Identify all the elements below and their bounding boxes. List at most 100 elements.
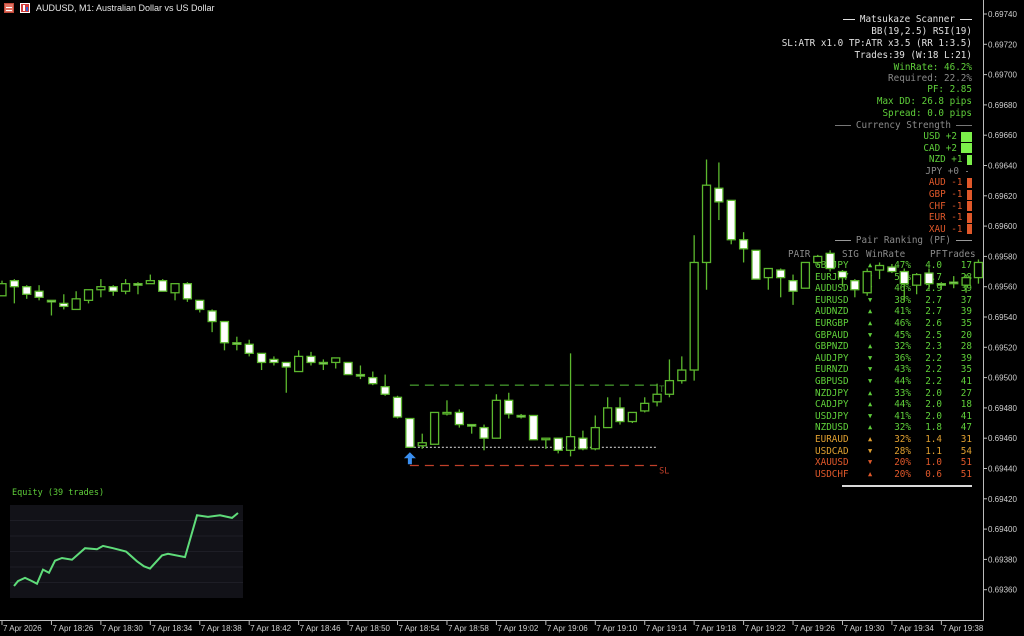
price-tick-label: 0.69540 bbox=[988, 313, 1017, 322]
pair-row[interactable]: GBPAUD ▼ 45% 2.5 20 bbox=[0, 330, 1024, 341]
bear-candle-body bbox=[244, 343, 254, 355]
bull-candle-body bbox=[331, 357, 341, 364]
pair-row[interactable]: USDCAD ▼ 28% 1.1 54 bbox=[0, 446, 1024, 457]
bull-candle-body bbox=[973, 261, 984, 279]
bull-candle-body bbox=[652, 393, 662, 403]
time-tick-label: 7 Apr 19:38 bbox=[942, 624, 983, 633]
pair-pf: 1.4 bbox=[925, 434, 942, 445]
time-tick-label: 7 Apr 18:46 bbox=[300, 624, 341, 633]
candle bbox=[331, 357, 341, 369]
candle bbox=[244, 339, 254, 357]
bear-candle-body bbox=[454, 411, 464, 426]
required-stat: Required: 22.2% bbox=[888, 73, 972, 84]
pair-row[interactable]: USDJPY ▼ 41% 2.0 41 bbox=[0, 411, 1024, 422]
bull-candle-body bbox=[664, 379, 675, 395]
pair-trades: 54 bbox=[960, 445, 972, 457]
candle bbox=[454, 409, 464, 428]
pair-row[interactable]: GBPNZD ▲ 32% 2.3 28 bbox=[0, 341, 1024, 352]
strength-bar bbox=[966, 170, 968, 172]
currency-strength-item: CHF -1 bbox=[929, 201, 972, 212]
pair-winrate: 38% bbox=[894, 294, 911, 306]
candle bbox=[232, 336, 242, 351]
scanner-title-row: Matsukaze Scanner bbox=[842, 14, 972, 25]
pair-ranking-header: Pair Ranking (PF) bbox=[834, 235, 972, 246]
chart-window-icon[interactable] bbox=[20, 3, 30, 13]
candle bbox=[306, 351, 316, 366]
table-header: PAIR SIG WinRate PF Trades bbox=[0, 249, 1024, 260]
price-tick-label: 0.69500 bbox=[988, 374, 1017, 383]
candle bbox=[640, 397, 650, 413]
pair-pf: 2.2 bbox=[925, 364, 942, 376]
pair-pf: 0.6 bbox=[925, 468, 942, 480]
bull-candle-body bbox=[541, 437, 551, 441]
signal-icon: ▲ bbox=[868, 261, 873, 269]
pair-winrate: 32% bbox=[894, 422, 911, 434]
pair-row[interactable]: EURGBP ▲ 46% 2.6 35 bbox=[0, 318, 1024, 329]
pair-row[interactable]: CADJPY ▲ 44% 2.0 18 bbox=[0, 399, 1024, 410]
candle bbox=[256, 352, 267, 371]
candle bbox=[726, 199, 736, 245]
price-tick-label: 0.69660 bbox=[988, 131, 1017, 140]
bear-candle-body bbox=[504, 399, 514, 415]
candle bbox=[677, 356, 687, 384]
pair-row[interactable]: AUDJPY ▼ 36% 2.2 39 bbox=[0, 353, 1024, 364]
time-tick-label: 7 Apr 18:50 bbox=[349, 624, 390, 633]
pair-row[interactable]: EURUSD ▼ 38% 2.7 37 bbox=[0, 295, 1024, 306]
bear-candle-body bbox=[108, 286, 118, 292]
signal-icon: ▲ bbox=[868, 307, 873, 316]
bull-candle-body bbox=[145, 279, 155, 285]
pair-pf: 2.0 bbox=[925, 387, 942, 399]
time-tick-label: 7 Apr 19:26 bbox=[794, 624, 835, 633]
currency-strength-item: EUR -1 bbox=[929, 212, 972, 223]
bear-candle-body bbox=[949, 281, 959, 285]
currency-strength-item: GBP -1 bbox=[929, 189, 972, 200]
bull-candle-body bbox=[96, 286, 106, 291]
candle bbox=[355, 365, 366, 380]
buy-signal-arrow-icon bbox=[403, 452, 416, 465]
pair-pf: 4.0 bbox=[925, 260, 942, 271]
pair-trades: 37 bbox=[960, 294, 972, 306]
pair-name: NZDJPY bbox=[815, 387, 849, 399]
pair-trades: 28 bbox=[960, 341, 972, 353]
price-tick-label: 0.69380 bbox=[988, 555, 1017, 564]
time-tick-label: 7 Apr 19:06 bbox=[547, 624, 588, 633]
signal-icon: ▼ bbox=[868, 365, 873, 374]
pair-pf: 2.0 bbox=[925, 410, 942, 422]
candle bbox=[195, 299, 205, 313]
candle bbox=[825, 250, 835, 272]
pair-pf: 2.7 bbox=[925, 294, 942, 306]
candle bbox=[528, 414, 539, 441]
pair-winrate: 45% bbox=[894, 329, 911, 341]
pair-row[interactable]: XAUUSD ▼ 20% 1.0 51 bbox=[0, 457, 1024, 468]
candle bbox=[850, 279, 860, 298]
bear-candle-body bbox=[837, 270, 848, 279]
candle bbox=[429, 411, 440, 445]
pair-row[interactable]: USDCHF ▲ 20% 0.6 51 bbox=[0, 469, 1024, 480]
bear-candle-body bbox=[9, 279, 20, 288]
signal-icon: ▲ bbox=[868, 423, 873, 432]
bear-candle-body bbox=[133, 283, 143, 286]
pair-row[interactable]: NZDJPY ▲ 33% 2.0 27 bbox=[0, 388, 1024, 399]
candle bbox=[862, 268, 872, 296]
pair-name: USDCHF bbox=[815, 468, 849, 480]
pair-row[interactable]: EURNZD ▼ 43% 2.2 35 bbox=[0, 364, 1024, 375]
candle bbox=[96, 279, 106, 298]
candle bbox=[887, 263, 897, 274]
candle bbox=[565, 353, 576, 457]
candle bbox=[602, 397, 613, 429]
bear-candle-body bbox=[232, 342, 242, 345]
bull-candle-body bbox=[120, 283, 131, 292]
market-watch-icon[interactable] bbox=[4, 3, 14, 13]
pair-row[interactable]: EURAUD ▲ 32% 1.4 31 bbox=[0, 434, 1024, 445]
pair-row[interactable]: NZDUSD ▲ 32% 1.8 47 bbox=[0, 422, 1024, 433]
bear-candle-body bbox=[269, 358, 279, 364]
pair-trades: 41 bbox=[960, 410, 972, 422]
pair-row[interactable]: AUDNZD ▲ 41% 2.7 39 bbox=[0, 306, 1024, 317]
pair-row[interactable]: GBPUSD ▼ 44% 2.2 41 bbox=[0, 376, 1024, 387]
candle bbox=[949, 276, 959, 289]
time-tick-label: 7 Apr 18:30 bbox=[102, 624, 143, 633]
candle bbox=[170, 283, 180, 301]
bull-candle-body bbox=[689, 261, 699, 371]
